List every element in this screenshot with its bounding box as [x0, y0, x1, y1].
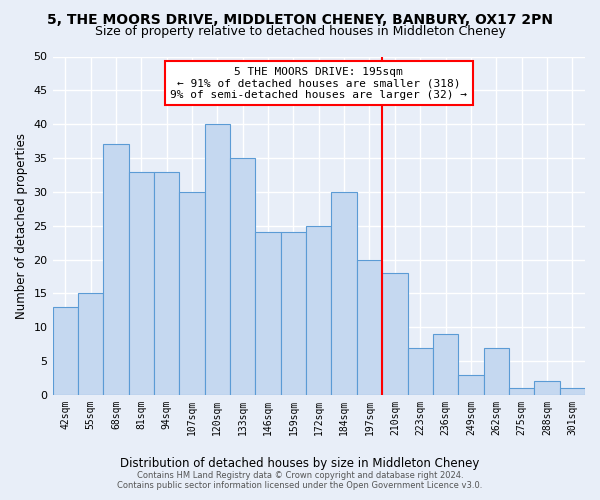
Bar: [534, 382, 560, 395]
Y-axis label: Number of detached properties: Number of detached properties: [15, 132, 28, 318]
Bar: [560, 388, 585, 395]
Bar: [331, 192, 357, 395]
Bar: [53, 307, 78, 395]
Bar: [128, 172, 154, 395]
Text: 5 THE MOORS DRIVE: 195sqm
← 91% of detached houses are smaller (318)
9% of semi-: 5 THE MOORS DRIVE: 195sqm ← 91% of detac…: [170, 66, 467, 100]
Bar: [256, 232, 281, 395]
Text: 5, THE MOORS DRIVE, MIDDLETON CHENEY, BANBURY, OX17 2PN: 5, THE MOORS DRIVE, MIDDLETON CHENEY, BA…: [47, 12, 553, 26]
Text: Distribution of detached houses by size in Middleton Cheney: Distribution of detached houses by size …: [121, 458, 479, 470]
Bar: [458, 374, 484, 395]
Bar: [103, 144, 128, 395]
Bar: [230, 158, 256, 395]
Text: Contains HM Land Registry data © Crown copyright and database right 2024.
Contai: Contains HM Land Registry data © Crown c…: [118, 470, 482, 490]
Bar: [154, 172, 179, 395]
Bar: [509, 388, 534, 395]
Bar: [281, 232, 306, 395]
Bar: [484, 348, 509, 395]
Bar: [382, 273, 407, 395]
Bar: [357, 260, 382, 395]
Text: Size of property relative to detached houses in Middleton Cheney: Size of property relative to detached ho…: [95, 25, 505, 38]
Bar: [433, 334, 458, 395]
Bar: [179, 192, 205, 395]
Bar: [306, 226, 331, 395]
Bar: [407, 348, 433, 395]
Bar: [205, 124, 230, 395]
Bar: [78, 294, 103, 395]
